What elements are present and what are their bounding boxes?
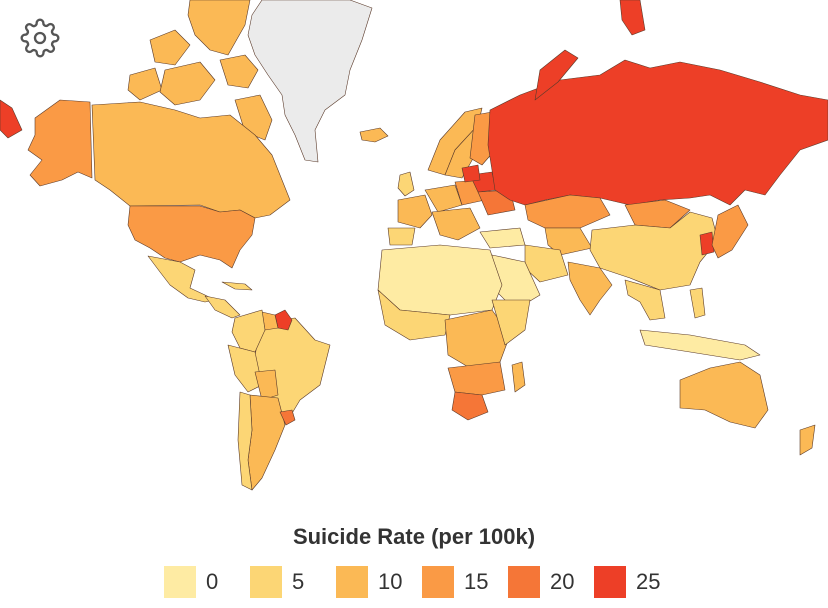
country-russia-islands[interactable] — [619, 0, 646, 36]
country-spain[interactable] — [387, 227, 416, 246]
country-cuba[interactable] — [221, 281, 253, 291]
settings-button[interactable] — [18, 16, 62, 60]
country-italy-balkans[interactable] — [431, 207, 481, 241]
legend-label: 25 — [636, 569, 661, 594]
country-kazakhstan[interactable] — [524, 194, 611, 229]
legend-item-5[interactable]: 5 — [250, 566, 320, 598]
country-south-korea[interactable] — [699, 231, 715, 256]
country-peru[interactable] — [227, 344, 263, 393]
country-canada-islands-3[interactable] — [127, 67, 163, 101]
legend-label: 10 — [378, 569, 403, 594]
country-russia-far-east[interactable] — [0, 99, 23, 139]
legend-item-10[interactable]: 10 — [336, 566, 406, 598]
country-philippines[interactable] — [689, 287, 706, 319]
country-central-asia[interactable] — [544, 227, 593, 256]
legend-swatch — [250, 566, 282, 598]
legend-item-25[interactable]: 25 — [594, 566, 664, 598]
country-finland[interactable] — [469, 111, 496, 166]
country-argentina[interactable] — [247, 394, 286, 491]
legend-item-20[interactable]: 20 — [508, 566, 578, 598]
country-uk[interactable] — [397, 171, 415, 197]
country-russia[interactable] — [487, 59, 828, 206]
country-usa[interactable] — [127, 205, 256, 269]
country-russia-novaya[interactable] — [534, 49, 579, 101]
country-madagascar[interactable] — [511, 361, 526, 393]
country-greenland[interactable] — [247, 0, 373, 163]
country-mongolia[interactable] — [624, 199, 691, 229]
country-canada-islands[interactable] — [187, 0, 251, 56]
gear-icon — [20, 18, 60, 58]
country-mexico[interactable] — [147, 255, 216, 303]
country-turkey[interactable] — [479, 227, 526, 249]
country-japan[interactable] — [711, 204, 749, 259]
country-australia[interactable] — [679, 361, 769, 429]
country-canada-islands-4[interactable] — [159, 61, 216, 106]
country-usa-alaska[interactable] — [27, 99, 93, 187]
legend-swatch — [422, 566, 454, 598]
country-new-zealand[interactable] — [799, 424, 816, 456]
country-chile[interactable] — [237, 391, 253, 491]
legend-item-15[interactable]: 15 — [422, 566, 492, 598]
country-iceland[interactable] — [359, 127, 389, 143]
legend-swatch — [594, 566, 626, 598]
country-uruguay[interactable] — [279, 409, 296, 426]
country-canada-islands-5[interactable] — [219, 54, 259, 89]
legend-swatch — [336, 566, 368, 598]
legend-label: 0 — [206, 569, 219, 594]
legend-label: 20 — [550, 569, 575, 594]
country-canada-islands-2[interactable] — [149, 29, 191, 66]
legend-item-0[interactable]: 0 — [164, 566, 234, 598]
legend-label: 15 — [464, 569, 489, 594]
legend-swatch — [164, 566, 196, 598]
country-indonesia[interactable] — [639, 329, 761, 361]
country-west-africa[interactable] — [377, 289, 451, 341]
legend: 0 5 10 15 20 25 — [0, 565, 828, 599]
country-north-africa[interactable] — [377, 244, 503, 316]
country-bolivia[interactable] — [254, 369, 279, 401]
legend-title: Suicide Rate (per 100k) — [292, 524, 536, 549]
country-canada[interactable] — [91, 101, 291, 219]
country-france[interactable] — [397, 194, 433, 229]
country-southeast-asia[interactable] — [624, 279, 666, 321]
country-baltics[interactable] — [461, 164, 481, 183]
country-india[interactable] — [567, 261, 613, 316]
legend-swatch — [508, 566, 540, 598]
world-map[interactable] — [0, 0, 828, 500]
country-germany-central[interactable] — [424, 184, 463, 213]
country-south-africa[interactable] — [451, 391, 489, 421]
legend-label: 5 — [292, 569, 305, 594]
country-southern-africa[interactable] — [447, 361, 506, 396]
country-east-africa[interactable] — [491, 299, 531, 346]
country-central-america[interactable] — [204, 295, 241, 319]
